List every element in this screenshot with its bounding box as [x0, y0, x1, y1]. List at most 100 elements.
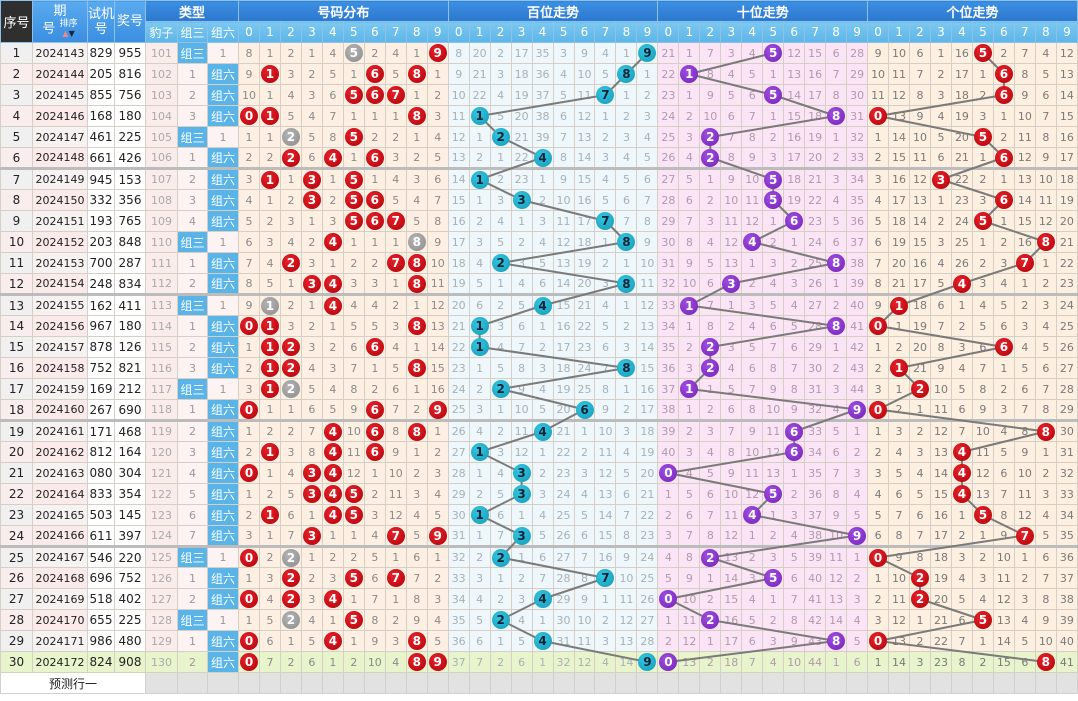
units-cell: 13 [1013, 168, 1036, 190]
predict-cell[interactable] [552, 672, 575, 694]
predict-cell[interactable] [1013, 672, 1036, 694]
sort-down-icon[interactable]: ▼ [68, 29, 75, 38]
sort-up-icon[interactable]: ▲ [62, 29, 69, 38]
predict-cell[interactable] [489, 672, 512, 694]
units-cell: 7 [888, 504, 911, 526]
dist-cell: 0 [238, 399, 260, 422]
units-cell: 2 [1013, 294, 1036, 316]
tens-cell: 1 [678, 84, 701, 106]
hundreds-cell: 16 [594, 546, 617, 568]
sort-button[interactable]: 排序 ▲▼ [60, 19, 78, 39]
header-period[interactable]: 期号 排序 ▲▼ [32, 0, 88, 43]
hundreds-cell: 9 [636, 651, 659, 673]
units-cell: 13 [929, 441, 952, 463]
hundreds-hit-ball: 3 [512, 191, 531, 209]
tens-cell: 5 [699, 462, 722, 484]
predict-cell[interactable] [300, 672, 323, 694]
dist-cell: 4 [321, 378, 344, 400]
predict-cell[interactable] [950, 672, 973, 694]
predict-cell[interactable] [783, 672, 806, 694]
table-row: 18 2024160 267 690 118 1 组六 0 1 1 6 5 9 6 7 2 9 25 3 1 10 5 20… [0, 399, 1078, 422]
tens-hit-ball: 5 [764, 86, 783, 104]
dist-cell: 5 [426, 147, 449, 170]
header-trial: 试机号 [87, 0, 115, 43]
tens-cell: 2 [720, 315, 743, 337]
predict-cell[interactable] [615, 672, 638, 694]
hundreds-hit-ball: 1 [470, 338, 489, 356]
table-row: 8 2024150 332 356 108 3 组六 4 1 2 3 2 5 6 5 4 7 15 1 3 3 2 10 16… [0, 189, 1078, 211]
period-cell: 2024167 [32, 546, 88, 568]
predict-cell[interactable] [531, 672, 554, 694]
predict-cell[interactable] [258, 672, 281, 694]
hundreds-cell: 6 [615, 189, 638, 211]
dist-hit-ball: 0 [240, 107, 258, 125]
predict-cell[interactable] [971, 672, 994, 694]
dist-cell: 1 [258, 84, 281, 106]
predict-cell[interactable] [992, 672, 1015, 694]
predict-cell[interactable] [1055, 672, 1078, 694]
predict-cell[interactable] [678, 672, 701, 694]
tens-cell: 2 [678, 105, 701, 127]
predict-cell[interactable] [888, 672, 911, 694]
units-cell: 4 [929, 105, 952, 127]
dist-hit-ball: 4 [323, 148, 342, 167]
zuliu-cell: 组六 [206, 273, 240, 296]
predict-cell[interactable] [1034, 672, 1057, 694]
units-cell: 2 [867, 357, 890, 379]
zusan-cell: 2 [177, 588, 208, 610]
predict-cell[interactable] [342, 672, 365, 694]
predict-cell[interactable] [468, 672, 491, 694]
predict-cell[interactable] [145, 672, 178, 694]
dist-cell: 1 [300, 546, 323, 568]
predict-cell[interactable] [909, 672, 931, 694]
predict-cell[interactable] [206, 672, 240, 694]
tens-cell: 3 [678, 441, 701, 463]
predict-cell[interactable] [741, 672, 764, 694]
predict-cell[interactable] [846, 672, 869, 694]
dist-cell: 6 [363, 210, 386, 232]
table-row: 25 2024167 546 220 125 组三 1 0 2 2 1 2 2 5 1 6 1 32 2 2 1 6 27 7… [0, 546, 1078, 568]
period-cell: 2024144 [32, 63, 88, 85]
predict-cell[interactable] [177, 672, 208, 694]
header-dist-digit: 6 [363, 21, 386, 43]
dist-cell: 2 [279, 609, 302, 631]
predict-cell[interactable] [867, 672, 890, 694]
predict-cell[interactable] [804, 672, 827, 694]
units-cell: 19 [888, 231, 911, 253]
units-cell: 2 [929, 63, 952, 85]
predict-cell[interactable] [699, 672, 722, 694]
predict-cell[interactable] [636, 672, 659, 694]
tens-cell: 9 [741, 420, 764, 442]
table-row: 2 2024144 205 816 102 1 组六 9 1 3 2 5 1 6 5 8 1 9 21 3 18 36 4 1… [0, 63, 1078, 85]
units-cell: 11 [888, 588, 911, 610]
dist-cell: 3 [363, 273, 386, 296]
predict-cell[interactable] [447, 672, 470, 694]
predict-cell[interactable] [363, 672, 386, 694]
predict-cell[interactable] [762, 672, 785, 694]
hundreds-cell: 2 [531, 462, 554, 484]
predict-cell[interactable] [573, 672, 596, 694]
predict-cell[interactable] [720, 672, 743, 694]
dist-cell: 1 [426, 546, 449, 568]
predict-cell[interactable] [238, 672, 260, 694]
predict-cell[interactable] [426, 672, 449, 694]
predict-cell[interactable] [405, 672, 428, 694]
hundreds-cell: 8 [615, 273, 638, 296]
predict-cell[interactable] [929, 672, 952, 694]
predict-cell[interactable] [594, 672, 617, 694]
hundreds-cell: 26 [636, 588, 659, 610]
units-cell: 1 [888, 378, 911, 400]
units-cell: 9 [888, 546, 911, 568]
dist-cell: 0 [238, 315, 260, 337]
units-cell: 1 [971, 231, 994, 253]
predict-cell[interactable] [657, 672, 680, 694]
predict-cell[interactable] [279, 672, 302, 694]
predict-cell[interactable] [321, 672, 344, 694]
tens-cell: 30 [804, 357, 827, 379]
predict-cell[interactable] [510, 672, 533, 694]
dist-cell: 2 [363, 378, 386, 400]
predict-cell[interactable] [384, 672, 407, 694]
hundreds-cell: 12 [594, 462, 617, 484]
predict-cell[interactable] [825, 672, 848, 694]
hundreds-cell: 18 [636, 420, 659, 442]
